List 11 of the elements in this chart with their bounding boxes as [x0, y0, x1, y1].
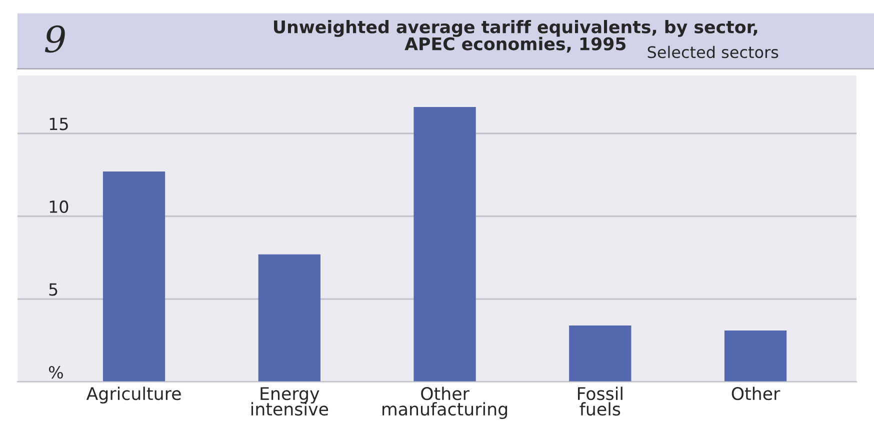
chart-subtitle: Selected sectors [648, 46, 778, 58]
y-tick-label: 15 [50, 118, 68, 130]
y-tick-label: 5 [49, 283, 58, 296]
x-tick-label: Energy intensive [251, 387, 328, 416]
y-tick-label: 10 [50, 200, 68, 214]
x-tick-label: Agriculture [86, 386, 181, 404]
text: 9 [44, 25, 65, 53]
x-tick-label: Fossil fuels [578, 386, 622, 416]
y-tick-label: % [48, 366, 63, 379]
x-tick-label: Other [732, 386, 780, 400]
x-tick-label: Other manufacturing [382, 386, 508, 419]
